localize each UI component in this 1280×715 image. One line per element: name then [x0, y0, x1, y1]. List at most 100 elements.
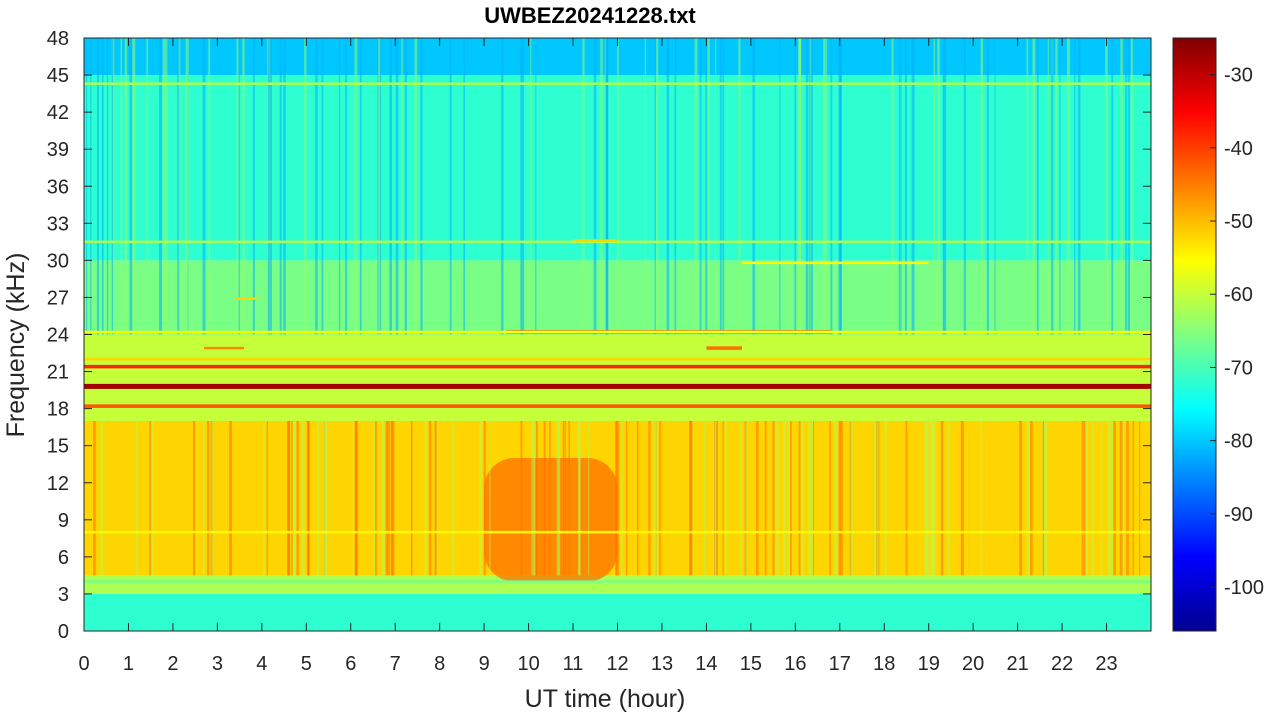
striation — [463, 38, 466, 335]
x-tick-label: 0 — [78, 653, 89, 675]
striation — [712, 420, 715, 576]
striation — [798, 420, 801, 576]
striation — [352, 420, 354, 576]
striation — [315, 38, 318, 335]
striation — [926, 420, 929, 576]
striation — [374, 420, 377, 576]
striation — [292, 420, 296, 576]
striation — [159, 38, 163, 335]
striation — [489, 420, 491, 576]
striation — [1107, 420, 1111, 576]
narrowband-line-9 — [235, 297, 258, 300]
striation — [1130, 38, 1133, 335]
x-tick-label: 15 — [740, 653, 762, 675]
striation — [707, 38, 710, 335]
striation — [242, 38, 245, 335]
x-tick-label: 6 — [345, 653, 356, 675]
striation — [321, 38, 324, 335]
striation — [106, 38, 109, 335]
striation — [705, 38, 708, 335]
striation — [387, 420, 390, 576]
striation — [382, 420, 385, 576]
striation — [783, 420, 787, 576]
striation — [830, 38, 833, 335]
striation — [829, 420, 831, 576]
striation — [764, 420, 767, 576]
striation — [810, 38, 813, 335]
striation — [776, 420, 779, 576]
narrowband-line-6 — [84, 82, 1151, 85]
striation — [772, 420, 775, 576]
striation — [100, 420, 103, 576]
x-tick-label: 22 — [1051, 653, 1073, 675]
striation — [655, 420, 658, 576]
x-tick-label: 23 — [1095, 653, 1117, 675]
striation — [202, 420, 205, 576]
striation — [740, 420, 742, 576]
striation — [813, 420, 815, 576]
striation — [177, 38, 180, 335]
striation — [659, 420, 661, 576]
striation — [1110, 420, 1114, 576]
striation — [164, 38, 168, 335]
striation — [722, 420, 724, 576]
narrowband-line-11 — [573, 239, 618, 242]
time-striations — [86, 38, 1141, 576]
striation — [876, 420, 878, 576]
striation — [692, 420, 695, 576]
striation — [196, 420, 198, 576]
striation — [838, 420, 841, 576]
striation — [654, 38, 656, 335]
y-tick-label: 42 — [47, 102, 69, 124]
striation — [395, 38, 399, 335]
striation — [185, 38, 189, 335]
striation — [1122, 420, 1124, 576]
striation — [345, 38, 348, 335]
striation — [942, 38, 945, 335]
narrowband-line-4 — [84, 330, 1151, 334]
striation — [808, 38, 810, 335]
striation — [738, 38, 741, 335]
striation — [136, 420, 138, 576]
y-tick-label: 48 — [47, 28, 69, 50]
colorbar — [1172, 37, 1217, 632]
striation — [798, 38, 802, 335]
striation — [617, 420, 620, 576]
striation — [530, 38, 532, 335]
striation — [483, 420, 486, 576]
striation — [994, 38, 996, 335]
striation — [556, 420, 559, 576]
y-tick-label: 30 — [47, 250, 69, 272]
x-tick-label: 13 — [651, 653, 673, 675]
colorbar-tick-label: -50 — [1224, 211, 1253, 233]
striation — [543, 420, 546, 576]
y-tick-label: 0 — [58, 621, 69, 643]
y-tick-label: 36 — [47, 176, 69, 198]
x-tick-label: 20 — [962, 653, 984, 675]
colorbar-tick-label: -40 — [1224, 138, 1253, 160]
striation — [699, 38, 702, 335]
striation — [578, 420, 581, 576]
narrowband-line-14 — [84, 580, 1151, 583]
narrowband-line-0 — [84, 383, 1151, 389]
striation — [874, 420, 876, 576]
striation — [120, 38, 123, 335]
y-axis-label: Frequency (kHz) — [2, 253, 30, 438]
y-tick-label: 39 — [47, 139, 69, 161]
striation — [788, 420, 791, 576]
striation — [617, 38, 619, 335]
striation — [1139, 420, 1141, 576]
striation — [703, 420, 706, 576]
striation — [270, 38, 272, 335]
striation — [1074, 38, 1076, 335]
striation — [588, 420, 590, 576]
y-tick-label: 15 — [47, 436, 69, 458]
striation — [1120, 38, 1123, 335]
y-tick-label: 33 — [47, 213, 69, 235]
x-tick-label: 5 — [301, 653, 312, 675]
striation — [449, 38, 452, 335]
striation — [132, 38, 136, 335]
striation — [1044, 420, 1048, 576]
striation — [287, 420, 291, 576]
striation — [391, 420, 395, 576]
